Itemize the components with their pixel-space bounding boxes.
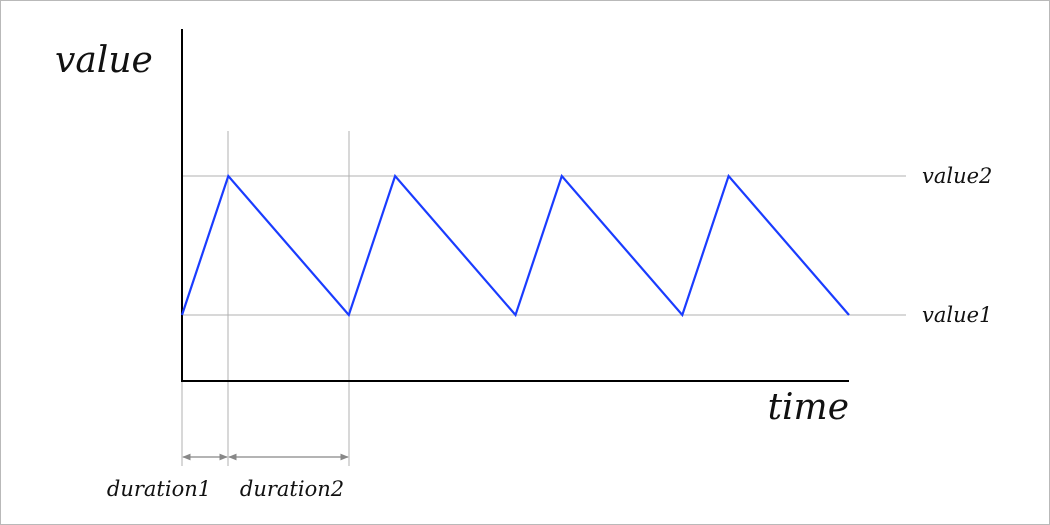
- y-axis-label: value: [55, 40, 153, 81]
- duration2-label: duration2: [240, 477, 344, 501]
- x-axis-label: time: [768, 387, 849, 428]
- signal-line: [180, 173, 850, 318]
- value2-label: value2: [922, 164, 992, 188]
- duration1-label: duration1: [107, 477, 211, 501]
- value1-label: value1: [922, 303, 992, 327]
